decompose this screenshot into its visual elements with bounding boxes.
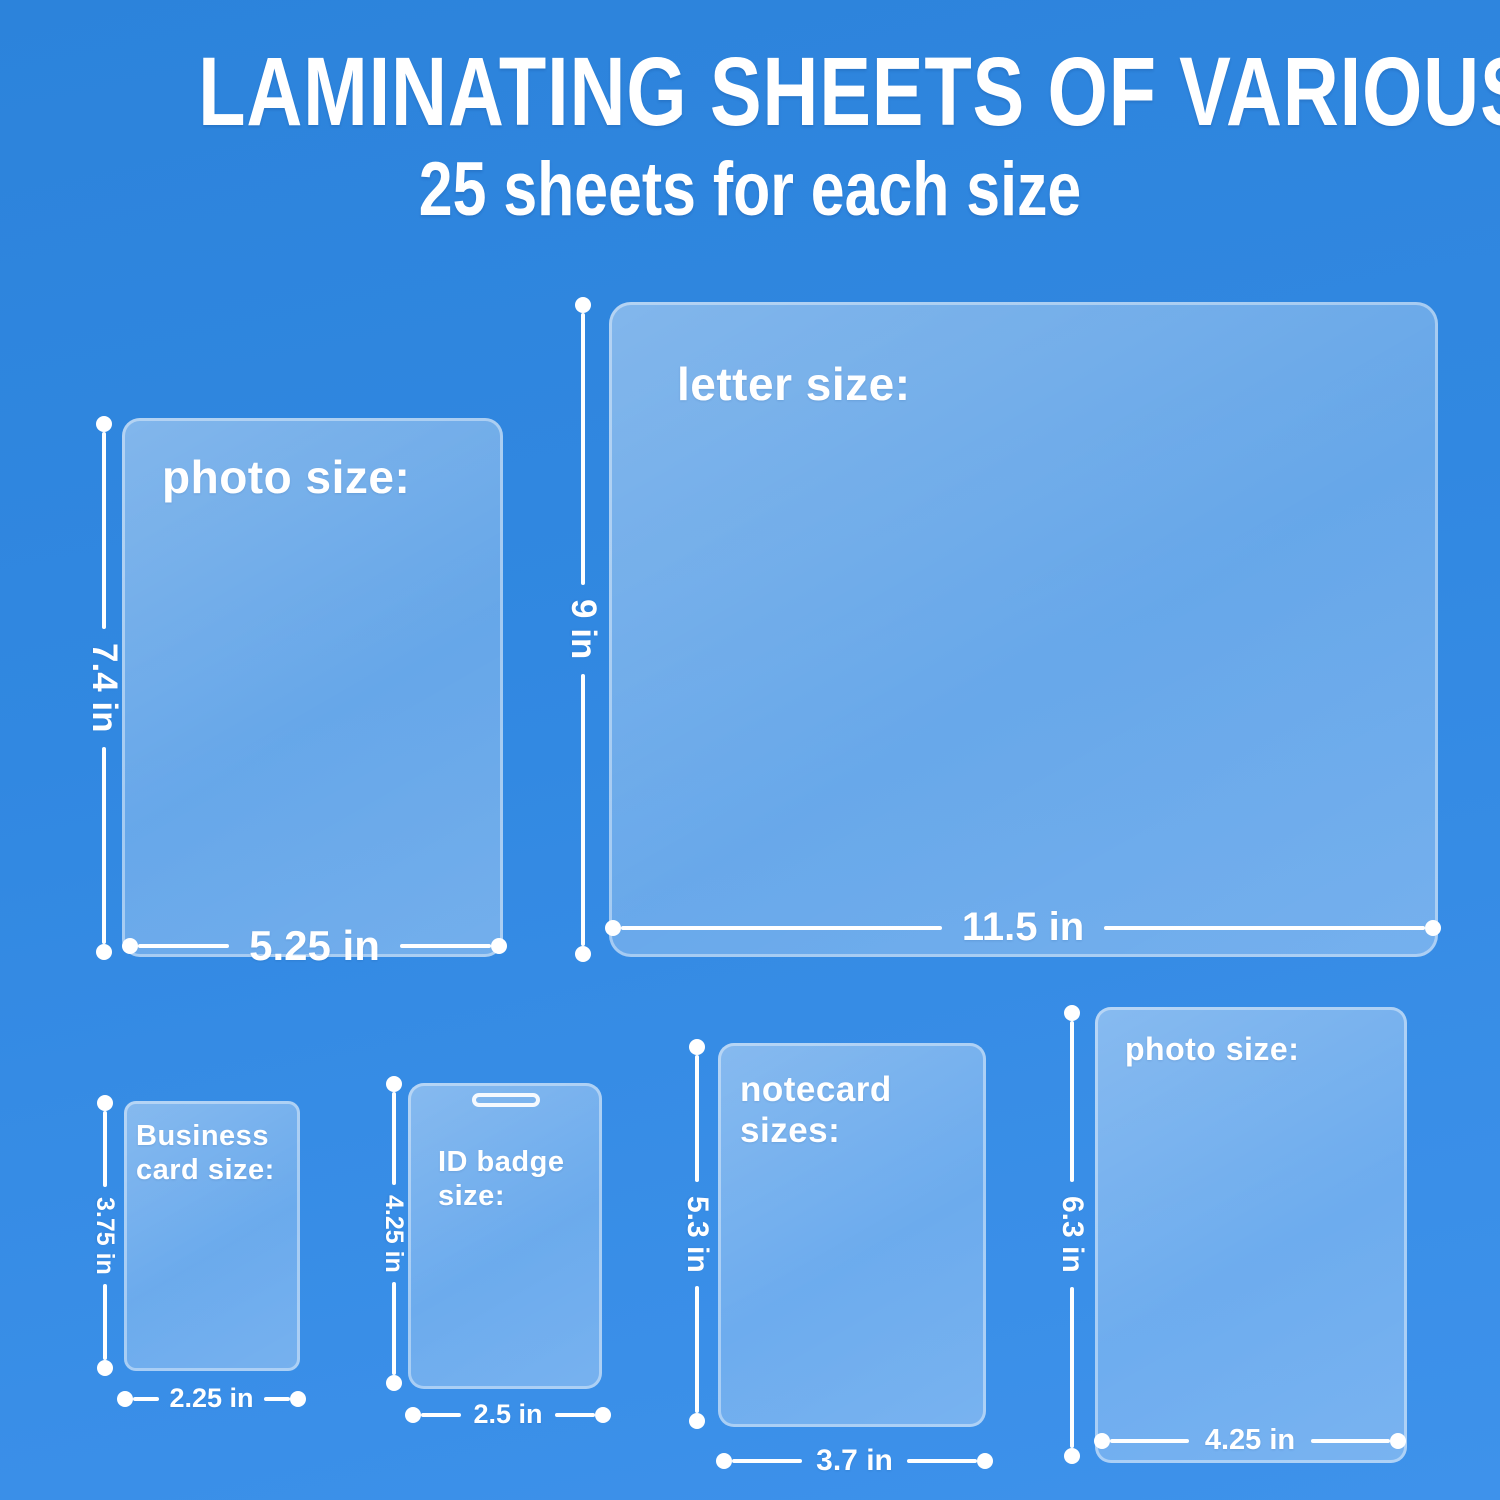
dimension-dot (605, 919, 621, 936)
letter-width-dimension: 11.5 in (605, 905, 1441, 950)
dimension-line (102, 1111, 107, 1187)
photo-large-label: photo size: (162, 451, 411, 503)
id-badge-width-dimension: 2.5 in (405, 1399, 611, 1430)
business-card-width-dimension: 2.25 in (117, 1383, 307, 1414)
notecard-width-label: 3.7 in (816, 1444, 893, 1477)
notecard-label-line1: notecard (740, 1070, 892, 1109)
dimension-line (1110, 1438, 1189, 1443)
photo-small-height-label: 6.3 in (1056, 1196, 1089, 1273)
id-badge-label-line2: size: (438, 1180, 505, 1213)
dimension-dot (96, 944, 112, 961)
page-title: LAMINATING SHEETS OF VARIOUS SIZES (0, 36, 1500, 148)
dimension-line (621, 925, 942, 930)
dimension-line (391, 1282, 396, 1376)
photo-large-width-label: 5.25 in (249, 922, 380, 969)
id-badge-height-label: 4.25 in (380, 1194, 408, 1273)
letter-height-label: 9 in (564, 599, 603, 660)
dimension-line (138, 944, 230, 948)
dimension-line (133, 1396, 160, 1401)
letter-height-dimension: 9 in (563, 297, 603, 963)
letter-width-label: 11.5 in (961, 905, 1085, 949)
dimension-line (1104, 925, 1425, 930)
id-badge-width-label: 2.5 in (473, 1399, 543, 1429)
notecard-label: notecard sizes: (740, 1069, 892, 1152)
dimension-line (1070, 1021, 1074, 1183)
photo-large-height-label: 7.4 in (85, 643, 124, 733)
business-card-label-line2: card size: (136, 1154, 275, 1187)
dimension-dot (977, 1453, 994, 1469)
dimension-dot (1390, 1432, 1406, 1449)
dimension-dot (96, 1095, 113, 1111)
photo-small-height-dimension: 6.3 in (1055, 1005, 1089, 1465)
dimension-line (102, 746, 106, 945)
dimension-dot (575, 297, 591, 313)
photo-small-width-dimension: 4.25 in (1094, 1424, 1406, 1457)
sheet-id-badge: ID badge size: (408, 1083, 602, 1389)
dimension-dot (575, 946, 591, 963)
sheet-business-card: Business card size: (124, 1101, 300, 1371)
page-title-text: LAMINATING SHEETS OF VARIOUS SIZES (198, 37, 1500, 146)
business-card-height-dimension: 3.75 in (90, 1095, 119, 1377)
dimension-dot (716, 1453, 732, 1469)
sheet-notecard: notecard sizes: (718, 1043, 986, 1427)
dimension-dot (385, 1375, 402, 1392)
sheet-photo-large: photo size: (122, 418, 503, 957)
page-subtitle-text: 25 sheets for each size (418, 147, 1082, 232)
dimension-dot (1425, 919, 1441, 936)
id-badge-label-line1: ID badge (438, 1146, 565, 1178)
dimension-dot (96, 416, 112, 432)
dimension-dot (1094, 1432, 1110, 1449)
notecard-width-dimension: 3.7 in (716, 1444, 994, 1478)
photo-small-label: photo size: (1125, 1031, 1300, 1067)
dimension-line (102, 432, 106, 630)
dimension-line (581, 673, 585, 947)
photo-large-width-dimension: 5.25 in (122, 922, 507, 970)
dimension-dot (122, 938, 138, 954)
dimension-line (906, 1459, 978, 1463)
dimension-dot (290, 1390, 307, 1407)
id-badge-slot (472, 1093, 540, 1107)
notecard-label-line2: sizes: (740, 1111, 841, 1151)
dimension-line (102, 1284, 107, 1361)
notecard-height-dimension: 5.3 in (680, 1039, 714, 1430)
photo-large-height-dimension: 7.4 in (84, 416, 124, 961)
dimension-line (695, 1055, 699, 1182)
dimension-dot (595, 1406, 611, 1423)
dimension-line (1311, 1438, 1390, 1443)
dimension-line (581, 313, 585, 586)
dimension-line (399, 944, 491, 948)
id-badge-height-dimension: 4.25 in (379, 1076, 408, 1392)
business-card-label: Business card size: (136, 1119, 275, 1187)
notecard-height-label: 5.3 in (681, 1195, 714, 1273)
photo-small-width-label: 4.25 in (1204, 1424, 1296, 1456)
sheet-photo-small: photo size: (1095, 1007, 1407, 1463)
dimension-dot (1064, 1448, 1080, 1465)
dimension-line (695, 1286, 699, 1414)
id-badge-label: ID badge size: (438, 1145, 564, 1213)
dimension-dot (689, 1413, 705, 1430)
dimension-line (732, 1459, 803, 1463)
dimension-dot (689, 1039, 705, 1055)
letter-label: letter size: (677, 358, 911, 410)
page-subtitle: 25 sheets for each size (0, 146, 1500, 233)
business-card-label-line1: Business (136, 1120, 269, 1152)
dimension-line (1070, 1286, 1074, 1449)
dimension-dot (385, 1076, 402, 1092)
dimension-dot (117, 1390, 133, 1407)
dimension-line (263, 1396, 291, 1401)
dimension-line (391, 1092, 396, 1185)
dimension-dot (405, 1406, 421, 1423)
sheet-letter: letter size: (609, 302, 1438, 957)
dimension-dot (96, 1360, 113, 1377)
dimension-line (554, 1412, 595, 1417)
business-card-height-label: 3.75 in (91, 1196, 119, 1275)
dimension-dot (1064, 1005, 1080, 1021)
dimension-dot (491, 938, 507, 954)
dimension-line (421, 1412, 462, 1417)
business-card-width-label: 2.25 in (169, 1383, 254, 1413)
